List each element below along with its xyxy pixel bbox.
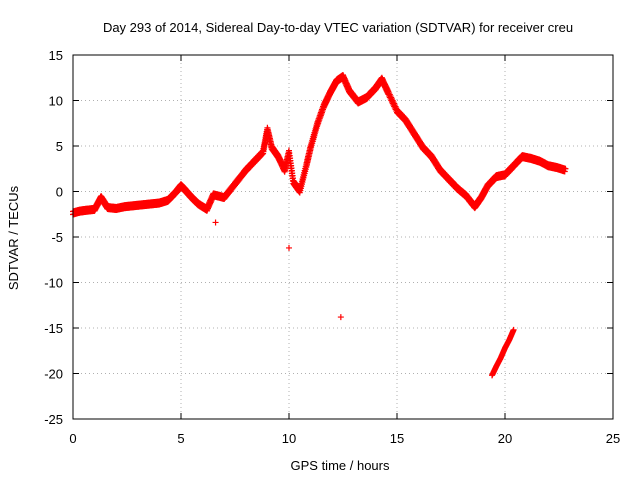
y-tick-label: 10 [49,94,63,109]
data-point [337,314,344,321]
y-tick-label: 5 [56,139,63,154]
chart-title: Day 293 of 2014, Sidereal Day-to-day VTE… [103,20,573,35]
y-tick-label: -5 [51,230,63,245]
y-tick-label: 0 [56,185,63,200]
y-tick-label: -20 [44,367,63,382]
x-tick-label: 20 [498,431,512,446]
ticks [72,54,614,420]
series-main-trace [70,72,569,218]
y-tick-label: -10 [44,276,63,291]
data-point [259,151,266,158]
y-tick-label: -25 [44,412,63,427]
x-axis-title: GPS time / hours [291,458,390,473]
series-descending-segment [489,326,517,379]
x-tick-label: 0 [69,431,76,446]
tick-labels: 0 5 10 15 20 25 -25 -20 -15 -10 -5 0 5 10 15 [44,48,620,446]
x-tick-label: 5 [177,431,184,446]
data-series [70,72,569,379]
data-point [510,326,517,333]
data-point [561,168,568,175]
data-point [562,165,569,172]
x-tick-label: 10 [282,431,296,446]
y-axis-title: SDTVAR / TECUs [6,185,21,290]
series-outliers [212,219,344,321]
y-tick-label: 15 [49,48,63,63]
x-tick-label: 15 [390,431,404,446]
data-point [286,244,292,251]
data-point [212,219,219,226]
x-tick-label: 25 [606,431,620,446]
y-tick-label: -15 [44,321,63,336]
